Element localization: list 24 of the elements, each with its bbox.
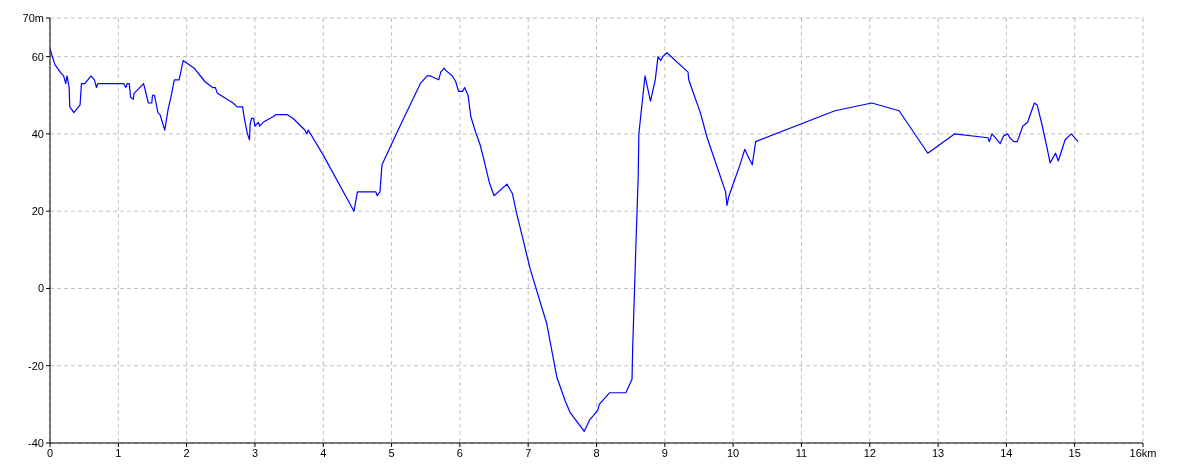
x-tick-label: 7 — [525, 446, 532, 459]
x-tick-label: 3 — [251, 446, 258, 459]
x-tick-label: 10 — [727, 446, 740, 459]
y-tick-label: 20 — [31, 205, 44, 218]
x-tick-label: 11 — [795, 446, 808, 459]
x-tick-label: 2 — [183, 446, 190, 459]
x-tick-label: 13 — [931, 446, 945, 459]
x-tick-label: 5 — [388, 446, 395, 459]
x-tick-label: 8 — [593, 446, 600, 459]
y-tick-label: 0 — [37, 282, 44, 295]
y-tick-label: -40 — [28, 436, 44, 449]
x-tick-label: 14 — [1000, 446, 1013, 459]
x-tick-label: 1 — [115, 446, 122, 459]
x-tick-label: 12 — [863, 446, 876, 459]
y-tick-label: 40 — [31, 127, 44, 140]
y-tick-label: 60 — [31, 50, 44, 63]
x-tick-label: 16km — [1129, 446, 1157, 459]
x-tick-label: 0 — [46, 446, 54, 459]
y-tick-label: -20 — [28, 359, 44, 372]
x-tick-label: 15 — [1068, 446, 1081, 459]
y-tick-label: 70m — [22, 11, 44, 24]
x-tick-label: 4 — [320, 446, 327, 459]
x-tick-label: 6 — [456, 446, 463, 459]
x-tick-label: 9 — [661, 446, 668, 459]
